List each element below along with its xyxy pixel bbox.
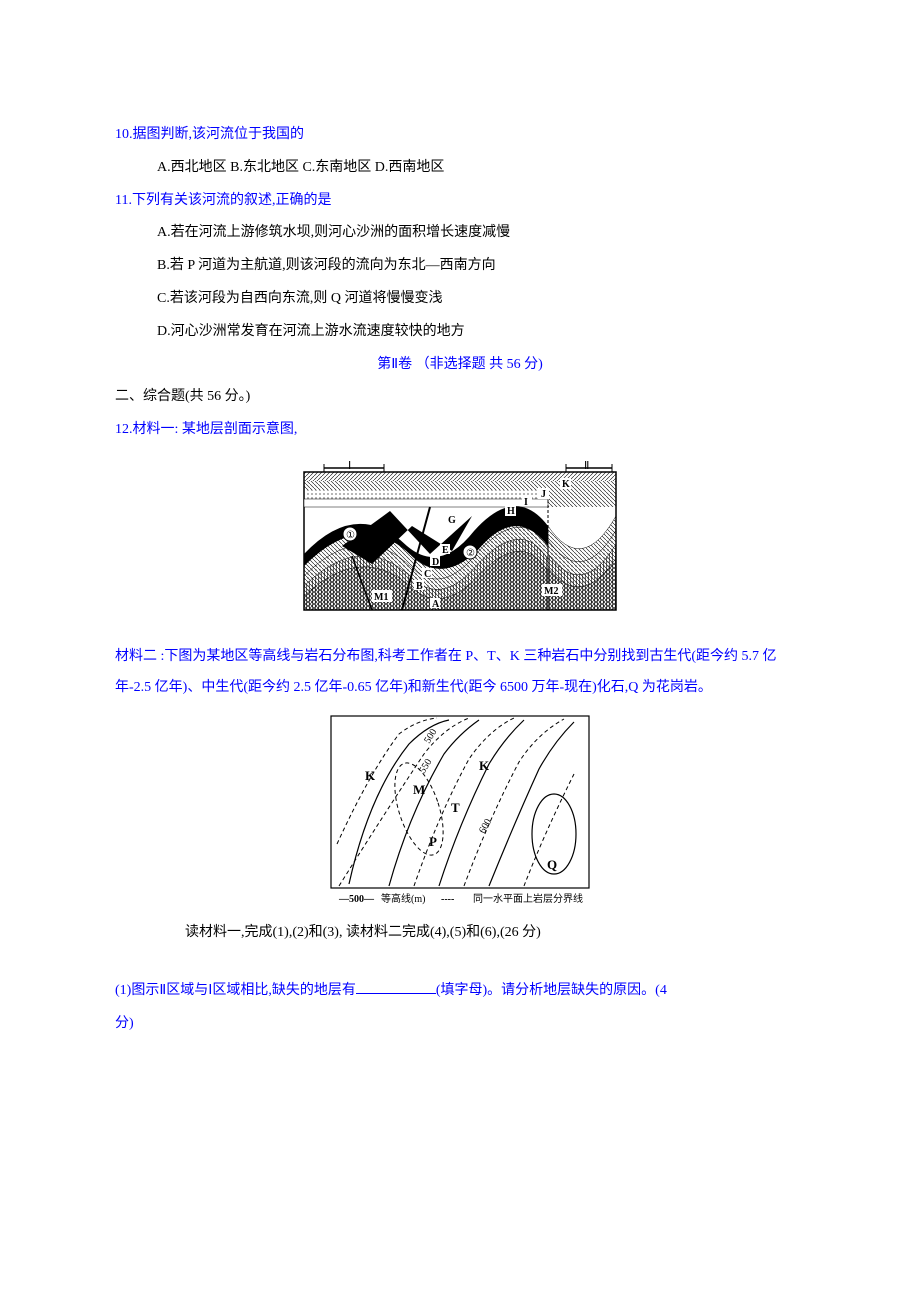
svg-text:E: E bbox=[442, 545, 449, 556]
svg-text:—500—: —500— bbox=[338, 894, 375, 905]
figure-contour-rock: K K M T P Q 500 550 600 —500— 等高线(m) ---… bbox=[329, 714, 591, 908]
svg-text:②: ② bbox=[466, 548, 475, 559]
figure-stratum-cross-section: Ⅰ Ⅱ K J I H G G F bbox=[302, 456, 618, 612]
q11-stem: 11.下列有关该河流的叙述,正确的是 bbox=[115, 186, 805, 217]
fig1-label-I: Ⅰ bbox=[348, 460, 351, 472]
svg-text:I: I bbox=[524, 497, 528, 508]
svg-text:A: A bbox=[432, 599, 440, 610]
q12-sub1-text-a: (1)图示Ⅱ区域与Ⅰ区域相比,缺失的地层有 bbox=[115, 983, 356, 998]
svg-text:D: D bbox=[432, 557, 439, 568]
q12-material1-label: 12.材料一: 某地层剖面示意图, bbox=[115, 415, 805, 446]
part2-title: 第Ⅱ卷 （非选择题 共 56 分) bbox=[115, 350, 805, 381]
q10-choices: A.西北地区 B.东北地区 C.东南地区 D.西南地区 bbox=[115, 153, 805, 184]
q11-choice-a: A.若在河流上游修筑水坝,则河心沙洲的面积增长速度减慢 bbox=[115, 218, 805, 249]
q12-sub1-cont: 分) bbox=[115, 1009, 805, 1040]
svg-text:K: K bbox=[479, 758, 490, 773]
q10-stem: 10.据图判断,该河流位于我国的 bbox=[115, 120, 805, 151]
svg-text:M2: M2 bbox=[544, 586, 558, 597]
q12-instruction: 读材料一,完成(1),(2)和(3), 读材料二完成(4),(5)和(6),(2… bbox=[115, 918, 805, 949]
svg-text:等高线(m): 等高线(m) bbox=[381, 892, 425, 905]
svg-text:B: B bbox=[416, 581, 423, 592]
svg-text:----: ---- bbox=[441, 894, 454, 905]
svg-text:G: G bbox=[448, 515, 456, 526]
svg-text:J: J bbox=[541, 489, 546, 500]
svg-text:F: F bbox=[442, 528, 448, 539]
part2-section-label: 二、综合题(共 56 分。) bbox=[115, 382, 805, 413]
svg-text:T: T bbox=[451, 800, 460, 815]
svg-text:同一水平面上岩层分界线: 同一水平面上岩层分界线 bbox=[473, 892, 583, 905]
svg-text:Q: Q bbox=[547, 857, 557, 872]
svg-text:M: M bbox=[413, 782, 425, 797]
svg-text:C: C bbox=[424, 569, 431, 580]
q12-material2: 材料二 :下图为某地区等高线与岩石分布图,科考工作者在 P、T、K 三种岩石中分… bbox=[115, 642, 805, 704]
svg-text:M1: M1 bbox=[374, 592, 388, 603]
svg-text:K: K bbox=[365, 768, 376, 783]
q11-choice-b: B.若 P 河道为主航道,则该河段的流向为东北—西南方向 bbox=[115, 251, 805, 282]
svg-text:P: P bbox=[429, 834, 437, 849]
svg-text:①: ① bbox=[346, 530, 355, 541]
q12-sub1: (1)图示Ⅱ区域与Ⅰ区域相比,缺失的地层有 (填字母)。请分析地层缺失的原因。(4 bbox=[115, 976, 805, 1007]
q11-choice-d: D.河心沙洲常发育在河流上游水流速度较快的地方 bbox=[115, 317, 805, 348]
q11-choice-c: C.若该河段为自西向东流,则 Q 河道将慢慢变浅 bbox=[115, 284, 805, 315]
fig1-label-II: Ⅱ bbox=[584, 460, 589, 472]
svg-text:H: H bbox=[507, 506, 515, 517]
svg-text:K: K bbox=[562, 479, 570, 490]
q12-sub1-text-b: (填字母)。请分析地层缺失的原因。(4 bbox=[436, 983, 667, 998]
q12-sub1-blank bbox=[356, 993, 436, 994]
